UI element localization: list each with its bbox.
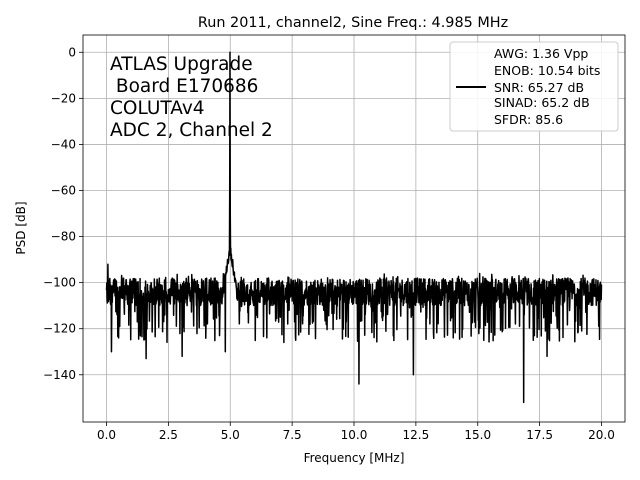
y-tick-label: −40 <box>51 137 76 151</box>
x-tick-label: 7.5 <box>283 428 302 442</box>
legend-text-5: SFDR: 85.6 <box>494 112 563 127</box>
y-tick-label: −80 <box>51 230 76 244</box>
y-axis-ticks: 0 −20 −40 −60 −80 −100 −120 −140 <box>43 45 83 382</box>
annotation-line-3: COLUTAv4 <box>110 98 205 119</box>
x-tick-label: 15.0 <box>464 428 491 442</box>
x-tick-label: 17.5 <box>526 428 553 442</box>
annotation-line-4: ADC 2, Channel 2 <box>110 120 273 141</box>
x-tick-label: 5.0 <box>221 428 240 442</box>
x-tick-label: 2.5 <box>159 428 178 442</box>
x-tick-label: 0.0 <box>97 428 116 442</box>
x-tick-label: 12.5 <box>403 428 430 442</box>
annotation-line-1: ATLAS Upgrade <box>110 54 253 75</box>
y-tick-label: −100 <box>43 276 76 290</box>
x-tick-label: 20.0 <box>588 428 615 442</box>
legend-text-4: SINAD: 65.2 dB <box>494 95 590 110</box>
legend-text-3: SNR: 65.27 dB <box>494 80 584 95</box>
y-axis-label: PSD [dB] <box>14 201 28 254</box>
psd-trace-series <box>105 51 603 404</box>
legend-text-2: ENOB: 10.54 bits <box>494 63 600 78</box>
y-tick-label: −120 <box>43 322 76 336</box>
psd-trace-group <box>105 51 603 404</box>
x-axis-label: Frequency [MHz] <box>304 451 405 465</box>
y-tick-label: −20 <box>51 91 76 105</box>
x-axis-ticks: 0.0 2.5 5.0 7.5 10.0 12.5 15.0 17.5 20.0 <box>97 422 615 442</box>
annotation-line-2: Board E170686 <box>110 76 258 97</box>
legend-text-1: AWG: 1.36 Vpp <box>494 46 588 61</box>
legend: AWG: 1.36 Vpp ENOB: 10.54 bits SNR: 65.2… <box>449 41 619 132</box>
y-tick-label: −140 <box>43 368 76 382</box>
x-tick-label: 10.0 <box>341 428 368 442</box>
chart-title: Run 2011, channel2, Sine Freq.: 4.985 MH… <box>198 15 508 31</box>
annotation-text: ATLAS Upgrade Board E170686 COLUTAv4 ADC… <box>110 54 273 141</box>
y-tick-label: 0 <box>68 45 76 59</box>
y-tick-label: −60 <box>51 183 76 197</box>
legend-box <box>449 41 619 132</box>
